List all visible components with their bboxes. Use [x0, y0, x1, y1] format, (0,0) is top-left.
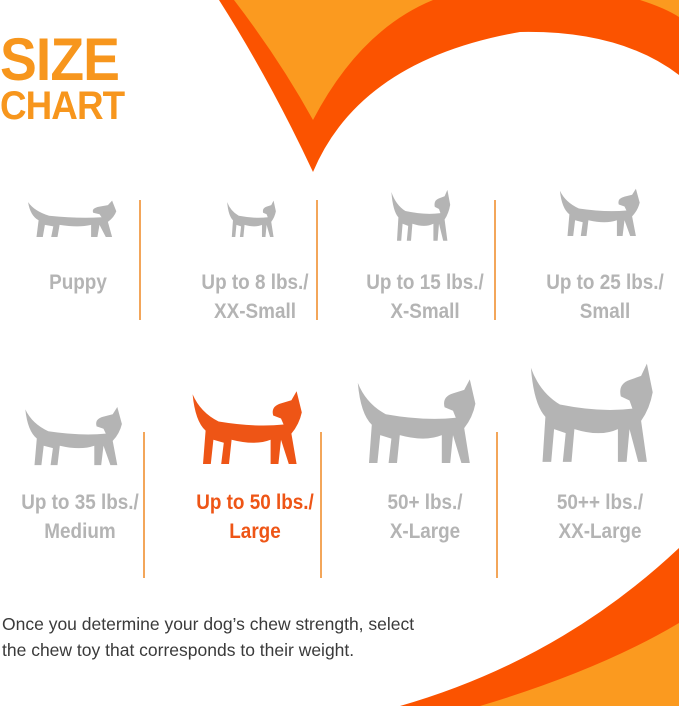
size-label-line-1: Up to 50 lbs./ — [196, 491, 314, 514]
size-label: Up to 35 lbs./ Medium — [0, 488, 165, 546]
top-light-swoosh — [234, 0, 433, 120]
title-size: SIZE — [0, 26, 120, 93]
size-label: Puppy — [0, 268, 163, 297]
size-label-line-1: Up to 25 lbs./ — [546, 271, 664, 294]
size-label-line-2: X-Large — [389, 520, 461, 543]
shepherd-icon — [357, 379, 476, 464]
size-label-line-1: Puppy — [49, 271, 107, 294]
size-label-line-2: X-Small — [390, 300, 460, 323]
size-label-line-2: Medium — [44, 520, 116, 543]
divider — [139, 200, 141, 320]
size-label-line-2: XX-Large — [558, 520, 642, 543]
divider — [496, 432, 498, 578]
size-label-line-1: 50+ lbs./ — [387, 491, 463, 514]
size-label-line-2: Small — [579, 300, 631, 323]
size-label-line-2: Large — [229, 520, 281, 543]
size-label-line-1: Up to 8 lbs./ — [201, 271, 309, 294]
divider — [316, 200, 318, 320]
instruction-line-2: the chew toy that corresponds to their w… — [2, 640, 355, 660]
terrier-icon — [559, 188, 640, 237]
great-dane-icon — [530, 363, 653, 462]
size-label-line-1: Up to 35 lbs./ — [21, 491, 139, 514]
size-label: Up to 15 lbs./ X-Small — [340, 268, 510, 326]
beagle-icon — [24, 406, 122, 466]
pinscher-icon — [391, 189, 451, 241]
divider — [494, 200, 496, 320]
instruction-line-1: Once you determine your dog’s chew stren… — [2, 614, 415, 634]
size-label-line-2: XX-Small — [214, 300, 296, 323]
top-right-light-corner — [640, 0, 679, 17]
divider — [143, 432, 145, 578]
size-label: 50+ lbs./ X-Large — [340, 488, 510, 546]
title-chart: CHART — [0, 84, 125, 128]
size-label: Up to 8 lbs./ XX-Small — [170, 268, 340, 326]
size-label-line-1: 50++ lbs./ — [556, 491, 644, 514]
bottom-light-swoosh — [480, 623, 679, 706]
puppy-icon — [27, 200, 116, 237]
size-label-line-1: Up to 15 lbs./ — [366, 271, 484, 294]
size-label: Up to 50 lbs./ Large — [170, 488, 340, 546]
labrador-icon — [192, 391, 302, 464]
divider — [320, 432, 322, 578]
chihuahua-icon — [227, 200, 276, 237]
instruction-text: Once you determine your dog’s chew stren… — [2, 611, 414, 663]
size-label: 50++ lbs./ XX-Large — [515, 488, 679, 546]
size-label: Up to 25 lbs./ Small — [520, 268, 679, 326]
